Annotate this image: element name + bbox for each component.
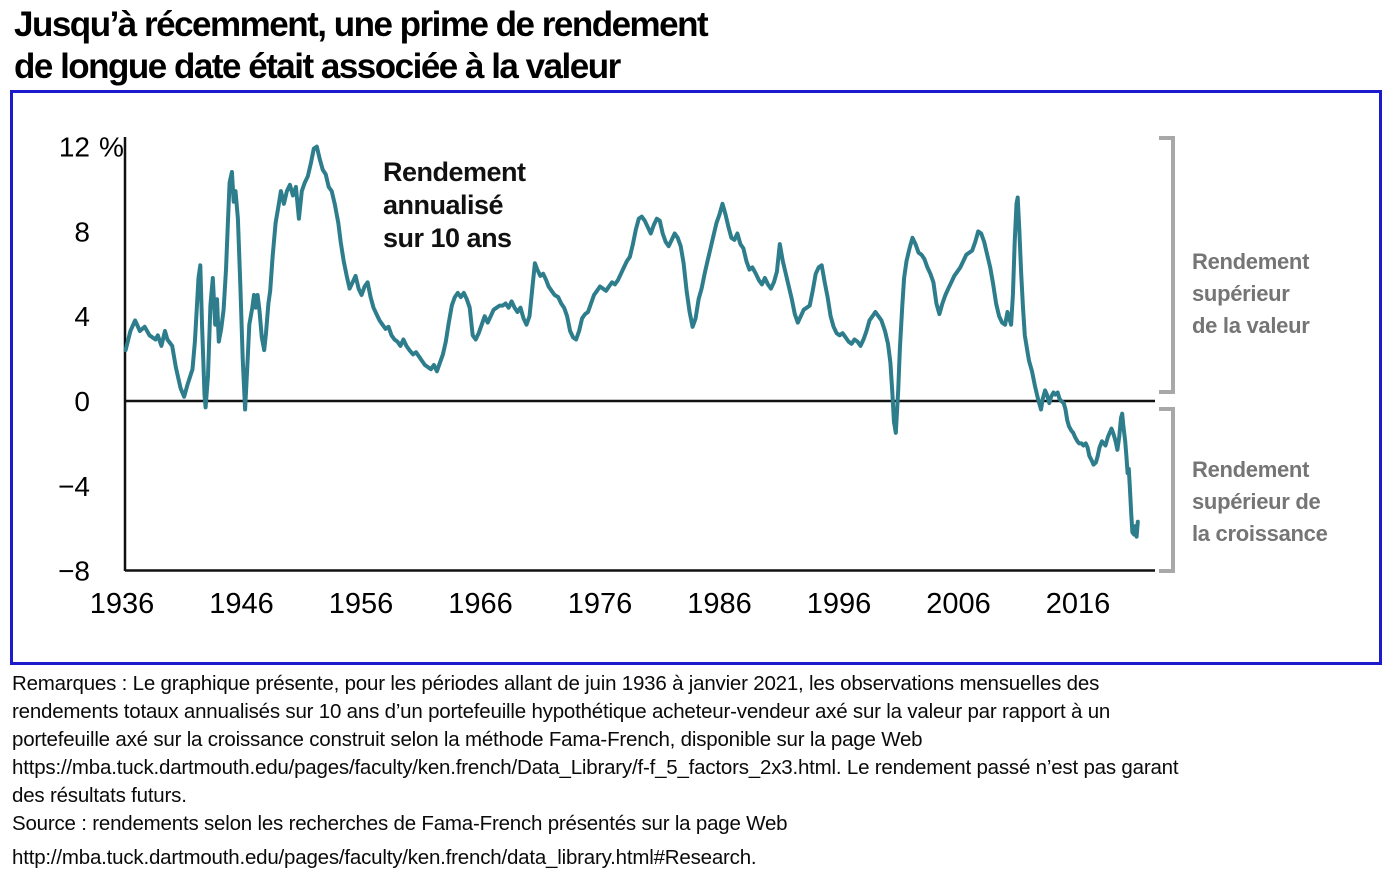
x-axis-labels: 1936 1946 1956 1966 1976 1986 1996 2006 2016 (90, 588, 1111, 620)
remarks-line: Remarques : Le graphique présente, pour … (12, 672, 1100, 695)
series-annotation-line: Rendement (383, 157, 526, 187)
y-tick-label: 4 (74, 301, 90, 332)
series-annotation-line: sur 10 ans (383, 223, 512, 253)
footnotes: Remarques : Le graphique présente, pour … (12, 670, 1179, 872)
y-tick-label: 0 (74, 386, 90, 417)
bracket-value-region (1159, 136, 1175, 394)
label-line: Rendement (1192, 457, 1310, 482)
chart-title-line-2: de longue date était associée à la valeu… (14, 47, 621, 86)
remarks-line: rendements totaux annualisés sur 10 ans … (12, 700, 1111, 723)
y-tick-label: −4 (58, 471, 90, 502)
remarks-line: des résultats futurs. (12, 784, 187, 807)
series-annotation: Rendement annualisé sur 10 ans (383, 156, 526, 255)
x-tick-label: 1956 (329, 588, 394, 620)
y-tick-label: 8 (74, 216, 90, 247)
label-value-outperformance: Rendement supérieur de la valeur (1192, 246, 1310, 342)
label-line: de la valeur (1192, 313, 1310, 338)
series-annotation-line: annualisé (383, 190, 504, 220)
label-line: supérieur de (1192, 489, 1321, 514)
label-line: supérieur (1192, 281, 1290, 306)
source-url-line: http://mba.tuck.dartmouth.edu/pages/facu… (12, 846, 757, 869)
x-tick-label: 1936 (90, 588, 155, 620)
label-growth-outperformance: Rendement supérieur de la croissance (1192, 454, 1328, 550)
x-tick-label: 1966 (448, 588, 513, 620)
chart-panel: % 12 8 4 0 −4 −8 1936 1946 1956 1966 1976 1986 1996 2… (10, 90, 1382, 665)
chart-title: Jusqu’à récemment, une prime de rendemen… (14, 4, 709, 88)
y-tick-label: −8 (58, 556, 90, 587)
x-tick-label: 1986 (687, 588, 752, 620)
chart-title-line-1: Jusqu’à récemment, une prime de rendemen… (14, 5, 709, 44)
y-tick-label: 12 (59, 132, 90, 163)
label-line: Rendement (1192, 249, 1310, 274)
x-tick-label: 2006 (926, 588, 991, 620)
x-tick-label: 2016 (1046, 588, 1111, 620)
remarks-line: portefeuille axé sur la croissance const… (12, 728, 923, 751)
percent-sign: % (99, 132, 124, 163)
bracket-growth-region (1159, 407, 1175, 573)
remarks-url-line: https://mba.tuck.dartmouth.edu/pages/fac… (12, 756, 1179, 779)
y-axis-labels: % 12 8 4 0 −4 −8 (58, 132, 124, 587)
x-tick-label: 1946 (209, 588, 274, 620)
x-tick-label: 1976 (568, 588, 633, 620)
label-line: la croissance (1192, 521, 1328, 546)
value-premium-line (123, 144, 1140, 539)
source-line: Source : rendements selon les recherches… (12, 812, 788, 835)
x-tick-label: 1996 (807, 588, 872, 620)
chart-canvas: % 12 8 4 0 −4 −8 1936 1946 1956 1966 1976 1986 1996 2… (58, 132, 1175, 620)
